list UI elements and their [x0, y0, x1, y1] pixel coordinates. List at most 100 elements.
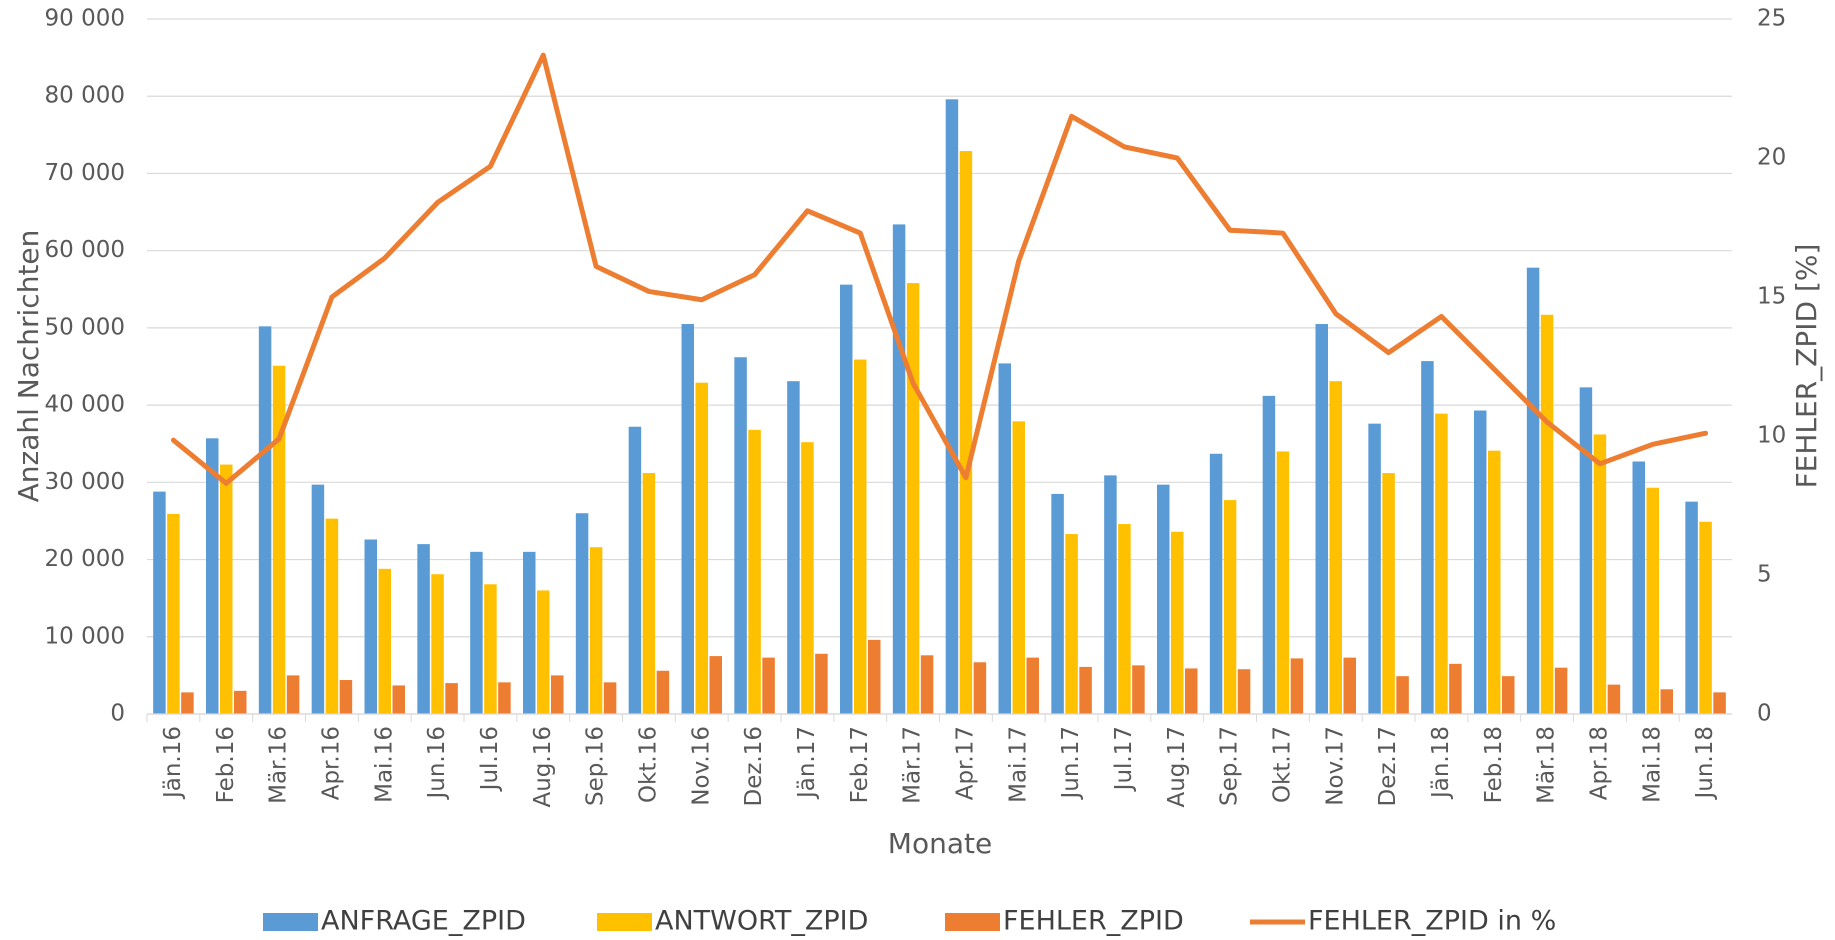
bar: [1607, 684, 1621, 714]
bar: [551, 675, 564, 714]
line-series: [170, 52, 1709, 486]
bar: [840, 284, 853, 714]
bar: [603, 682, 617, 714]
x-tick-label: Dez.17: [1375, 726, 1401, 807]
x-tick-label: Jun.17: [1058, 726, 1084, 801]
x-tick-label: Feb.16: [213, 726, 239, 803]
x-tick-label: Jän.17: [794, 726, 820, 800]
x-tick-label: Mär.17: [900, 726, 926, 804]
bar: [470, 551, 483, 714]
x-tick-label: Dez.16: [741, 726, 767, 807]
bar: [1713, 692, 1726, 714]
bar: [998, 363, 1011, 714]
x-tick-label: Sep.16: [583, 726, 609, 806]
bar: [1262, 395, 1276, 714]
bar: [959, 151, 973, 715]
bar: [1502, 676, 1515, 714]
bar: [1449, 663, 1462, 714]
y2-axis-title: FEHLER_ZPID [%]: [1790, 244, 1823, 489]
x-tick-label: Jul.16: [477, 726, 503, 792]
bar: [311, 484, 325, 714]
bar: [1699, 521, 1712, 714]
bar: [1237, 669, 1251, 714]
bar: [1209, 453, 1223, 714]
bar: [854, 359, 867, 714]
legend-label: ANTWORT_ZPID: [655, 906, 868, 937]
bar: [1396, 676, 1409, 714]
x-tick-label: Mai.16: [371, 726, 397, 803]
bar: [1685, 501, 1698, 714]
bar: [628, 426, 642, 714]
bar: [1540, 314, 1554, 714]
bar: [1276, 451, 1290, 714]
bar: [1382, 473, 1395, 714]
bar: [762, 657, 775, 714]
bar: [1368, 423, 1381, 714]
x-tick-label: Jun.18: [1692, 726, 1718, 801]
legend-swatch: [945, 913, 1000, 931]
bar: [286, 675, 300, 714]
bar: [1660, 689, 1673, 714]
y-tick-label: 80 000: [45, 83, 125, 109]
x-tick-label: Okt.16: [635, 726, 661, 803]
legend-label: ANFRAGE_ZPID: [321, 906, 526, 937]
bar: [589, 547, 603, 714]
legend-label: FEHLER_ZPID: [1003, 906, 1184, 937]
bar: [642, 473, 656, 714]
bar: [1488, 450, 1501, 714]
bar: [537, 590, 550, 714]
bar: [364, 539, 377, 714]
y-axis-title: Anzahl Nachrichten: [12, 230, 45, 503]
bar: [787, 381, 800, 714]
x-tick-label: Apr.18: [1586, 726, 1612, 800]
x-tick-label: Aug.17: [1164, 726, 1190, 808]
y-tick-label: 40 000: [45, 392, 125, 418]
y2-tick-label: 20: [1757, 145, 1786, 171]
bar: [575, 513, 589, 714]
bar: [325, 518, 339, 714]
bar: [153, 491, 166, 714]
x-tick-label: Mär.16: [266, 726, 292, 804]
x-tick-label: Nov.17: [1322, 726, 1348, 806]
y2-tick-label: 15: [1757, 284, 1786, 310]
y2-tick-label: 10: [1757, 423, 1786, 449]
bar: [1012, 421, 1025, 714]
bar: [206, 438, 219, 714]
bar: [220, 464, 233, 714]
bar: [1421, 361, 1434, 714]
bar: [1343, 657, 1356, 714]
bar: [1315, 324, 1328, 714]
y-tick-label: 0: [110, 701, 125, 727]
bar: [892, 224, 906, 714]
bar: [1632, 461, 1645, 714]
bar: [523, 551, 536, 714]
y-tick-label: 70 000: [45, 160, 125, 186]
x-tick-label: Apr.16: [318, 726, 344, 800]
bar: [167, 513, 180, 714]
x-tick-label: Mai.18: [1639, 726, 1665, 803]
y-tick-label: 20 000: [45, 546, 125, 572]
bar: [681, 324, 694, 714]
bar: [1593, 434, 1607, 714]
y-tick-label: 90 000: [45, 6, 125, 32]
x-tick-label: Sep.17: [1217, 726, 1243, 806]
bar: [709, 656, 722, 714]
bar: [498, 682, 511, 714]
legend-label: FEHLER_ZPID in %: [1308, 906, 1556, 937]
bar: [417, 544, 430, 714]
bar: [1435, 413, 1448, 714]
bar: [801, 442, 814, 714]
bar: [656, 670, 670, 714]
x-tick-label: Jun.16: [424, 726, 450, 801]
bar: [1579, 387, 1593, 714]
bar: [1223, 500, 1237, 714]
bar: [1118, 524, 1131, 714]
bar: [1065, 534, 1078, 714]
bar: [431, 574, 444, 714]
y2-tick-label: 0: [1757, 701, 1772, 727]
bar: [1171, 531, 1184, 714]
bar: [695, 382, 708, 714]
bar: [484, 584, 497, 714]
x-tick-label: Jän.18: [1428, 726, 1454, 800]
